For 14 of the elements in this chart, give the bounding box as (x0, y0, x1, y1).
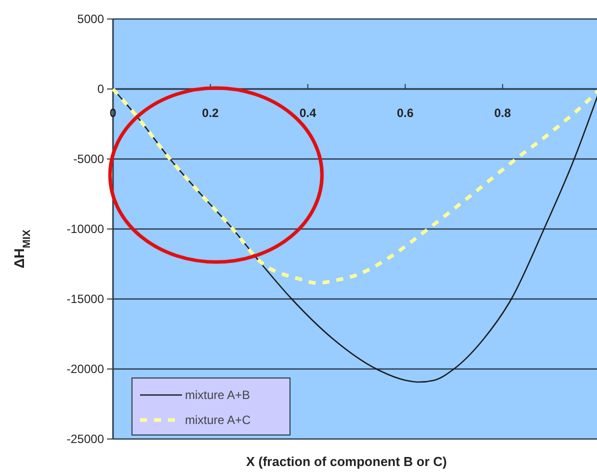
x-tick-label: 0.4 (299, 106, 316, 120)
x-axis-title: X (fraction of component B or C) (246, 454, 447, 469)
legend-label: mixture A+C (185, 413, 252, 428)
y-tick-label: 0 (97, 82, 104, 96)
y-tick-label: -10000 (66, 222, 104, 236)
y-tick-label: -25000 (66, 432, 104, 446)
y-tick-label: -5000 (73, 152, 104, 166)
y-tick-label: 5000 (77, 12, 104, 26)
y-tick-label: -15000 (66, 292, 104, 306)
x-tick-label: 0.8 (494, 106, 512, 120)
x-tick-label: 0.2 (202, 106, 220, 120)
y-tick-label: -20000 (66, 362, 104, 376)
x-tick-label: 0.6 (396, 106, 414, 120)
legend-label: mixture A+B (185, 388, 250, 402)
